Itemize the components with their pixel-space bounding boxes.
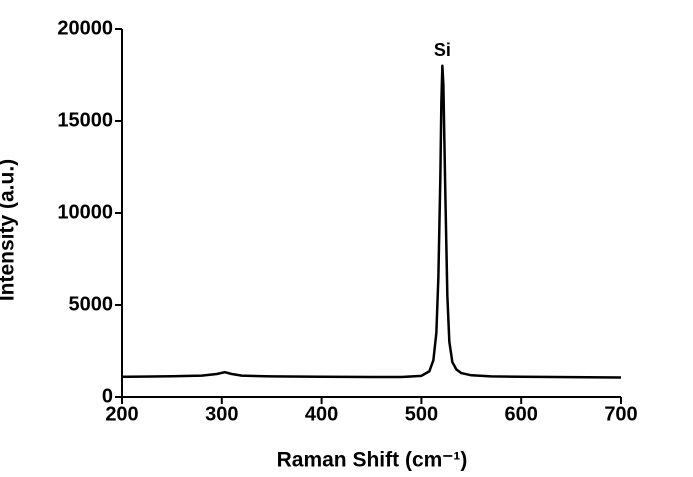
y-tick-label: 20000 xyxy=(57,17,113,39)
y-tick-label: 5000 xyxy=(69,293,114,315)
x-tick-label: 400 xyxy=(305,403,338,425)
x-tick-label: 600 xyxy=(505,403,538,425)
x-axis-label: Raman Shift (cm⁻¹) xyxy=(277,449,468,472)
y-tick-label: 10000 xyxy=(57,201,113,223)
annotation: Si xyxy=(434,40,451,60)
x-tick-label: 300 xyxy=(205,403,238,425)
y-tick-label: 0 xyxy=(102,385,113,407)
x-tick-label: 200 xyxy=(105,403,138,425)
data-line xyxy=(121,64,622,379)
x-tick-label: 700 xyxy=(604,403,637,425)
y-axis-label: Intensity (a.u.) xyxy=(0,159,19,301)
x-tick-label: 500 xyxy=(405,403,438,425)
y-tick-label: 15000 xyxy=(57,109,113,131)
